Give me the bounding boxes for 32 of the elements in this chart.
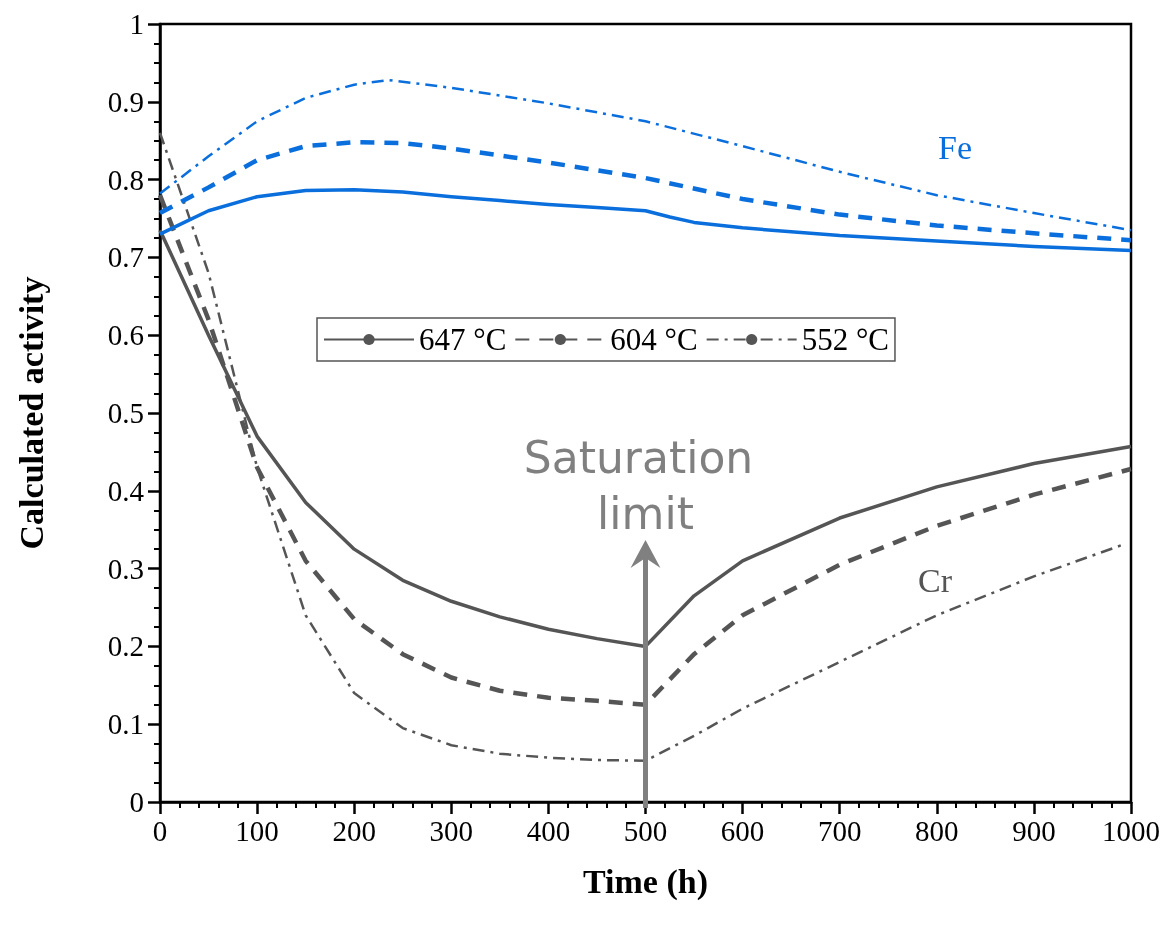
y-tick-label: 0.3 [107, 552, 144, 585]
x-tick-label: 300 [429, 814, 474, 847]
x-tick-label: 1000 [1102, 814, 1160, 847]
x-tick-label: 500 [623, 814, 668, 847]
y-tick-label: 0.7 [107, 241, 144, 274]
x-tick-label: 100 [235, 814, 279, 847]
y-tick-label: 0.4 [107, 474, 145, 507]
x-tick-label: 0 [152, 814, 168, 847]
y-axis-title: Calculated activity [12, 276, 50, 550]
ref-line-label: Saturation limit [523, 431, 768, 539]
x-tick-label: 600 [720, 814, 765, 847]
y-tick-label: 0.6 [107, 319, 144, 352]
line-series [158, 187, 1133, 253]
y-tick-label: 0.8 [107, 163, 144, 196]
annotation: Fe [938, 128, 972, 166]
legend-label: 647 °C [419, 322, 507, 357]
x-tick-label: 800 [915, 814, 959, 847]
line-series [158, 78, 1133, 232]
x-axis-title: Time (h) [583, 862, 708, 901]
annotation: Cr [918, 561, 953, 599]
legend-label: 552 °C [801, 322, 889, 357]
y-tick-label: 0.9 [107, 85, 144, 118]
x-tick-label: 700 [817, 814, 862, 847]
x-tick-label: 400 [526, 814, 571, 847]
y-tick-label: 0.5 [107, 397, 144, 429]
y-tick-label: 0.2 [107, 630, 144, 663]
x-tick-label: 900 [1012, 814, 1056, 847]
legend-label: 604 °C [610, 322, 698, 357]
y-tick-label: 1 [129, 8, 144, 40]
y-tick-label: 0.1 [107, 708, 144, 741]
x-tick-label: 200 [332, 814, 376, 847]
y-tick-label: 0 [129, 786, 144, 818]
